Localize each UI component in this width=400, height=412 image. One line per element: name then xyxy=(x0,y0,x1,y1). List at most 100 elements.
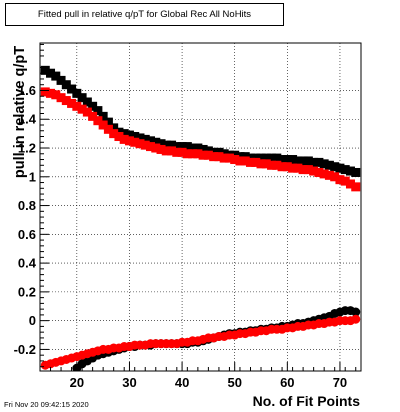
data-point xyxy=(109,129,119,139)
data-point xyxy=(288,163,298,173)
data-point xyxy=(267,160,277,170)
y-tick-label: 1.2 xyxy=(18,141,36,156)
data-point xyxy=(146,142,156,152)
data-point xyxy=(309,166,319,176)
data-point xyxy=(298,156,308,166)
y-tick-label: 0 xyxy=(29,313,36,328)
data-point xyxy=(193,149,203,159)
data-point xyxy=(151,143,161,153)
data-point xyxy=(172,147,182,157)
y-tick-label: 0.4 xyxy=(18,256,37,271)
data-point xyxy=(72,88,82,98)
data-point xyxy=(167,146,177,156)
data-point xyxy=(182,142,192,152)
data-point xyxy=(182,149,192,159)
data-point xyxy=(272,153,282,163)
data-point xyxy=(230,155,240,165)
data-point xyxy=(198,144,208,154)
data-point xyxy=(224,153,234,163)
data-point xyxy=(288,155,298,165)
data-point xyxy=(140,140,150,150)
data-point xyxy=(161,140,171,150)
data-point xyxy=(114,132,124,142)
data-point xyxy=(46,88,56,98)
y-tick-label: 1 xyxy=(29,169,36,184)
data-point xyxy=(124,130,134,140)
data-point xyxy=(172,142,182,152)
data-point xyxy=(282,162,292,172)
y-tick-label: 0.2 xyxy=(18,284,36,299)
data-point xyxy=(177,147,187,157)
data-point xyxy=(245,157,255,167)
x-tick-label: 70 xyxy=(333,375,347,390)
data-point xyxy=(167,140,177,150)
data-point xyxy=(119,134,129,144)
x-tick-label: 30 xyxy=(122,375,136,390)
data-point xyxy=(82,97,92,107)
data-point xyxy=(156,144,166,154)
chart-title: Fitted pull in relative q/pT for Global … xyxy=(5,3,284,26)
y-axis-label: pull in relative q/pT xyxy=(12,45,28,179)
data-point xyxy=(303,156,313,166)
data-point xyxy=(198,150,208,160)
y-tick-label: 1.4 xyxy=(18,112,37,127)
series-3 xyxy=(40,314,361,370)
x-tick-label: 50 xyxy=(227,375,241,390)
data-point xyxy=(293,156,303,166)
data-point xyxy=(140,134,150,144)
data-point xyxy=(203,150,213,160)
data-point xyxy=(298,165,308,175)
data-point xyxy=(324,170,334,180)
data-point xyxy=(156,139,166,149)
data-point xyxy=(351,167,361,177)
y-tick-label: 0.8 xyxy=(18,198,36,213)
data-point xyxy=(77,93,87,103)
data-point xyxy=(82,107,92,117)
data-point xyxy=(88,101,98,111)
data-point xyxy=(124,136,134,146)
y-tick-label: -0.2 xyxy=(14,342,36,357)
axis-tick-labels: 20 30 40 50 60 70 -0.2 0 0.2 0.4 0.6 0.8 1 1.2 1.4 1.6 xyxy=(14,83,348,390)
data-point xyxy=(61,96,71,106)
data-point xyxy=(330,172,340,182)
data-point xyxy=(330,162,340,172)
data-point xyxy=(319,169,329,179)
data-point xyxy=(61,80,71,90)
data-point xyxy=(135,133,145,143)
data-point xyxy=(314,167,324,177)
plot-frame xyxy=(39,42,362,372)
data-point xyxy=(177,142,187,152)
x-axis-label: No. of Fit Points xyxy=(252,393,360,409)
series-1 xyxy=(40,87,361,192)
data-point xyxy=(103,117,113,127)
data-point xyxy=(109,123,119,133)
datestamp: Fri Nov 20 09:42:15 2020 xyxy=(4,400,89,409)
data-point xyxy=(151,137,161,147)
data-point xyxy=(188,149,198,159)
data-point xyxy=(93,116,103,126)
data-point xyxy=(67,84,77,94)
data-point xyxy=(56,75,66,85)
y-tick-label: 0.6 xyxy=(18,227,36,242)
data-point xyxy=(219,153,229,163)
data-point xyxy=(46,68,56,78)
data-point xyxy=(130,137,140,147)
axis-ticks xyxy=(39,43,357,371)
x-tick-label: 60 xyxy=(280,375,294,390)
data-point xyxy=(240,156,250,166)
x-tick-label: 20 xyxy=(70,375,84,390)
data-point xyxy=(188,143,198,153)
x-tick-label: 40 xyxy=(175,375,189,390)
data-point xyxy=(256,159,266,169)
data-point xyxy=(98,120,108,130)
data-point xyxy=(319,159,329,169)
data-point xyxy=(77,104,87,114)
data-point xyxy=(51,90,61,100)
data-point xyxy=(335,163,345,173)
data-point xyxy=(103,124,113,134)
data-point xyxy=(235,156,245,166)
data-point xyxy=(214,152,224,162)
data-point xyxy=(314,157,324,167)
data-point xyxy=(261,159,271,169)
